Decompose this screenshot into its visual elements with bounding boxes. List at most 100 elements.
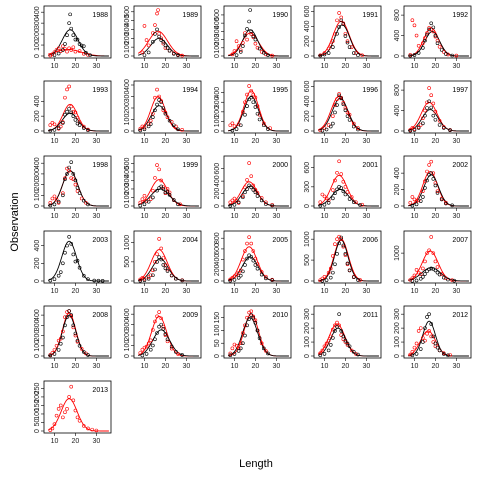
- y-tick-label: 0: [34, 354, 41, 358]
- data-point-black: [52, 202, 57, 207]
- data-point-black: [88, 53, 92, 57]
- x-tick-label: 30: [182, 63, 190, 70]
- x-tick-label: 30: [182, 363, 190, 370]
- data-point-black: [328, 275, 333, 280]
- data-point-red: [255, 262, 260, 266]
- data-point-red: [261, 121, 266, 126]
- data-point-black: [318, 353, 323, 358]
- x-tick-label: 20: [72, 438, 80, 445]
- fitted-line-black: [408, 31, 469, 57]
- data-point-black: [144, 352, 149, 356]
- panel-year-label: 2002: [452, 162, 468, 169]
- panel-year-label: 2013: [92, 387, 108, 394]
- y-tick-label: 0: [124, 354, 131, 358]
- data-point-black: [452, 278, 457, 283]
- y-tick-label: 200: [214, 264, 221, 276]
- data-point-red: [335, 97, 339, 101]
- data-point-black: [270, 278, 274, 282]
- data-point-red: [425, 251, 429, 255]
- x-tick-label: 30: [362, 213, 370, 220]
- y-tick-label: 0: [394, 54, 401, 58]
- panel-year-label: 2012: [452, 312, 468, 319]
- data-point-black: [176, 53, 180, 58]
- data-point-black: [228, 203, 233, 208]
- data-point-red: [157, 32, 161, 36]
- data-point-red: [50, 196, 55, 201]
- data-point-red: [230, 121, 235, 126]
- data-point-black: [339, 18, 344, 23]
- data-point-black: [86, 277, 90, 282]
- panel-year-label: 2005: [272, 237, 288, 244]
- y-tick-label: 100: [34, 408, 41, 420]
- data-point-black: [444, 52, 448, 56]
- data-point-black: [324, 127, 329, 132]
- data-point-red: [157, 94, 161, 99]
- panel-year-label: 1997: [452, 87, 468, 94]
- x-tick-label: 30: [452, 363, 460, 370]
- y-tick-label: 400: [34, 157, 41, 169]
- data-point-red: [161, 324, 166, 329]
- data-point-red: [241, 110, 245, 114]
- data-point-black: [79, 43, 84, 48]
- data-point-red: [148, 197, 153, 201]
- data-point-black: [431, 113, 436, 118]
- data-point-black: [320, 278, 325, 283]
- data-point-black: [153, 108, 157, 113]
- data-point-red: [63, 176, 67, 180]
- data-point-black: [318, 203, 323, 208]
- x-tick-label: 20: [342, 63, 350, 70]
- data-point-black: [425, 269, 429, 274]
- x-tick-label: 10: [321, 63, 329, 70]
- data-point-red: [423, 179, 427, 184]
- data-point-red: [354, 200, 358, 204]
- data-point-black: [437, 348, 442, 353]
- data-point-red: [148, 338, 153, 343]
- data-point-red: [86, 53, 90, 57]
- data-point-black: [48, 353, 53, 358]
- data-point-black: [446, 353, 450, 358]
- data-point-black: [67, 21, 71, 25]
- data-point-black: [236, 275, 241, 280]
- data-point-black: [84, 50, 88, 55]
- data-point-black: [410, 353, 415, 358]
- data-point-red: [331, 254, 335, 258]
- data-point-black: [337, 93, 341, 98]
- data-point-red: [71, 398, 76, 403]
- data-point-red: [48, 123, 53, 127]
- panel-year-label: 2006: [362, 237, 378, 244]
- x-tick-label: 20: [72, 288, 80, 295]
- data-point-black: [324, 278, 329, 282]
- data-point-black: [416, 51, 421, 55]
- x-tick-label: 30: [272, 288, 280, 295]
- data-point-red: [268, 126, 272, 130]
- panel-frame: [403, 155, 472, 209]
- panel-frame: [403, 305, 472, 359]
- x-tick-label: 10: [51, 63, 59, 70]
- data-point-red: [433, 181, 438, 185]
- data-point-red: [423, 36, 427, 40]
- data-point-red: [410, 126, 415, 130]
- x-tick-label: 30: [92, 138, 100, 145]
- data-point-red: [50, 351, 55, 355]
- data-point-red: [410, 276, 415, 281]
- data-point-red: [435, 189, 440, 194]
- y-tick-label: 0: [34, 129, 41, 133]
- data-point-red: [339, 237, 344, 241]
- x-tick-label: 10: [231, 213, 239, 220]
- y-tick-label: 0: [124, 279, 131, 283]
- y-tick-label: 400: [34, 95, 41, 107]
- data-point-black: [161, 40, 166, 44]
- y-tick-label: 400: [124, 308, 131, 320]
- data-point-black: [153, 337, 157, 342]
- data-point-red: [81, 52, 86, 56]
- x-tick-label: 20: [162, 63, 170, 70]
- y-tick-label: 300: [34, 319, 41, 331]
- y-tick-label: 400: [394, 167, 401, 179]
- y-tick-label: 200: [34, 257, 41, 269]
- y-tick-label: 0: [214, 279, 221, 283]
